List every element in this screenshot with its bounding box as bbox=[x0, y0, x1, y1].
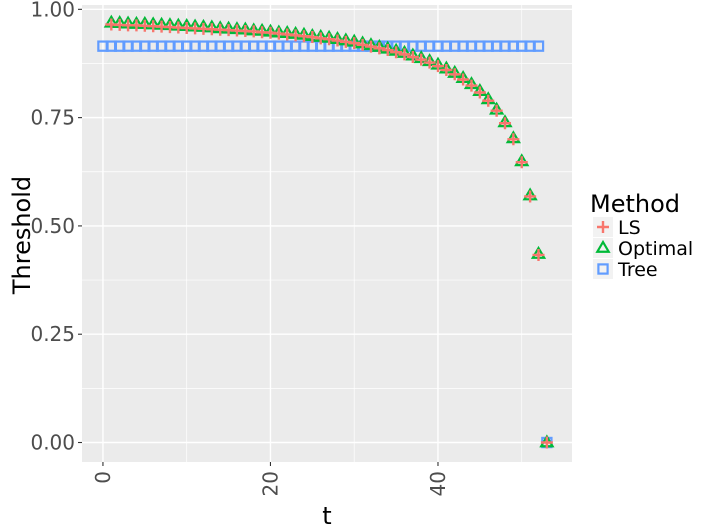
data-point-ls bbox=[448, 68, 461, 81]
y-axis-title: Threshold bbox=[8, 176, 36, 295]
data-point-ls bbox=[373, 42, 386, 55]
x-axis-title: t bbox=[322, 502, 331, 530]
data-point-ls bbox=[465, 79, 478, 92]
x-tick-label: 40 bbox=[426, 471, 450, 496]
data-point-ls bbox=[507, 133, 520, 146]
legend-key-bg bbox=[593, 238, 613, 258]
data-point-ls bbox=[356, 38, 369, 51]
legend-label-tree: Tree bbox=[617, 259, 658, 281]
x-tick-label: 0 bbox=[91, 471, 115, 484]
data-point-ls bbox=[306, 31, 319, 44]
plot-panel bbox=[82, 5, 572, 462]
x-tick-label: 20 bbox=[258, 471, 282, 496]
data-point-ls bbox=[364, 40, 377, 53]
data-point-ls bbox=[515, 156, 528, 169]
data-point-ls bbox=[348, 37, 361, 50]
series-ls bbox=[105, 18, 553, 449]
data-point-ls bbox=[415, 53, 428, 66]
legend-key-optimal bbox=[595, 239, 611, 253]
data-point-ls bbox=[482, 94, 495, 107]
data-point-ls bbox=[532, 248, 545, 261]
data-point-tree bbox=[532, 40, 545, 52]
data-point-ls bbox=[423, 56, 436, 69]
data-point-ls bbox=[490, 104, 503, 117]
y-tick-label: 1.00 bbox=[30, 0, 75, 21]
legend-key-bg bbox=[593, 259, 613, 279]
y-tick-label: 0.00 bbox=[30, 431, 75, 455]
data-point-ls bbox=[440, 63, 453, 76]
axes-layer: 0 20 40 0.00 0.25 0.50 0.75 1.00 bbox=[30, 0, 450, 496]
data-point-ls bbox=[339, 35, 352, 48]
series-layer bbox=[97, 14, 555, 449]
legend-title: Method bbox=[590, 190, 680, 218]
grid-minor bbox=[82, 5, 572, 462]
data-point-ls bbox=[406, 50, 419, 63]
data-point-ls bbox=[381, 44, 394, 57]
grid-major bbox=[82, 5, 572, 462]
data-point-ls bbox=[390, 46, 403, 59]
data-point-ls bbox=[398, 48, 411, 61]
y-tick-label: 0.75 bbox=[30, 106, 75, 130]
legend-key-ls bbox=[597, 221, 609, 233]
data-point-ls bbox=[323, 33, 336, 46]
data-point-ls bbox=[473, 86, 486, 99]
y-tick-label: 0.50 bbox=[30, 214, 75, 238]
legend-label-ls: LS bbox=[618, 217, 641, 239]
data-point-ls bbox=[498, 117, 511, 130]
data-point-ls bbox=[431, 60, 444, 73]
y-tick-label: 0.25 bbox=[30, 322, 75, 346]
legend-key-tree bbox=[597, 263, 609, 275]
legend-label-optimal: Optimal bbox=[618, 238, 693, 260]
data-point-ls bbox=[457, 73, 470, 86]
data-point-ls bbox=[331, 34, 344, 47]
data-point-ls bbox=[540, 436, 553, 449]
data-point-ls bbox=[524, 190, 537, 203]
